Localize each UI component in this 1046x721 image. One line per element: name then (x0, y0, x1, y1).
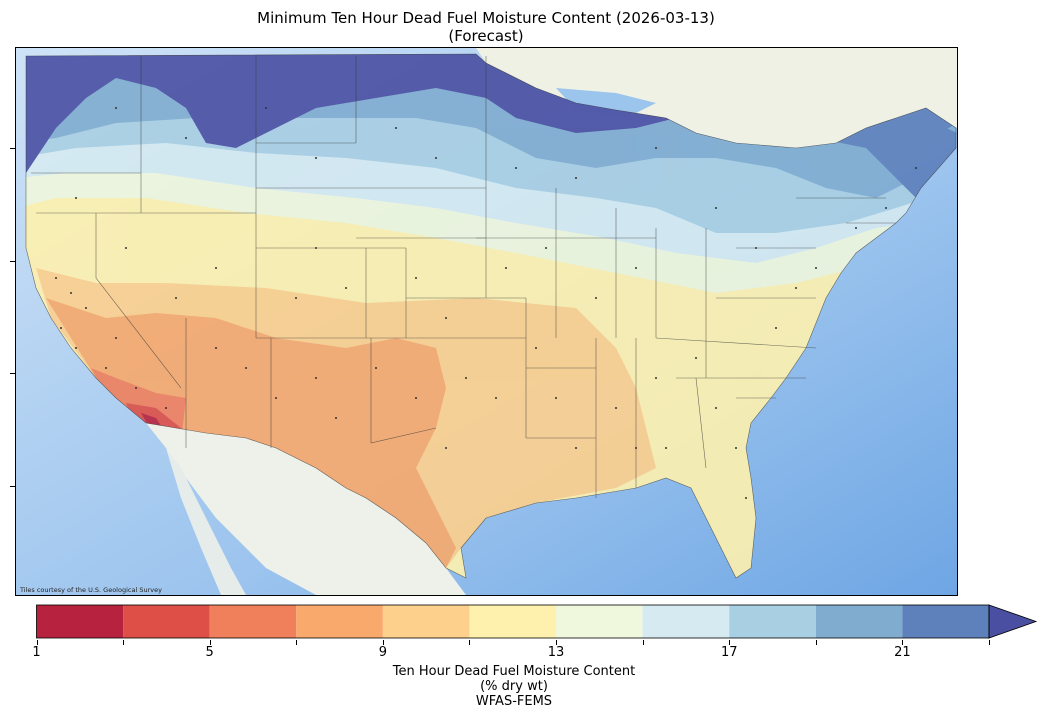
colorbar-bin (209, 605, 297, 638)
colorbar-tick-label: 9 (378, 645, 387, 660)
title-line-1: Minimum Ten Hour Dead Fuel Moisture Cont… (257, 9, 715, 27)
map-panel[interactable]: Tiles courtesy of the U.S. Geological Su… (15, 47, 958, 596)
colorbar-tick (296, 640, 298, 645)
baja-california (166, 448, 246, 595)
colorbar-tick (123, 640, 125, 645)
colorbar-tick (815, 640, 817, 645)
colorbar-tick (36, 640, 38, 645)
colorbar-tick-label: 1 (32, 645, 41, 660)
colorbar-tick (382, 640, 384, 645)
colorbar-bin (382, 605, 470, 638)
colorbar-bin (815, 605, 903, 638)
fuel-moisture-map: Tiles courtesy of the U.S. Geological Su… (16, 48, 957, 595)
y-axis-tick (10, 261, 15, 262)
colorbar-bin (36, 605, 124, 638)
colorbar (36, 604, 1038, 639)
colorbar-bin (642, 605, 730, 638)
chart-title: Minimum Ten Hour Dead Fuel Moisture Cont… (0, 9, 972, 45)
station-markers (55, 107, 917, 499)
y-axis-tick (10, 486, 15, 487)
mexico-land (146, 423, 466, 595)
colorbar-bin (469, 605, 557, 638)
colorbar-tick (729, 640, 731, 645)
colorbar-tick (469, 640, 471, 645)
y-axis-tick (10, 373, 15, 374)
colorbar-tick-label: 5 (205, 645, 214, 660)
colorbar-bin (729, 605, 816, 638)
state-borders (25, 53, 957, 579)
tile-attribution: Tiles courtesy of the U.S. Geological Su… (19, 586, 162, 594)
colorbar-label-line-1: Ten Hour Dead Fuel Moisture Content (392, 664, 636, 679)
canada-land (476, 48, 957, 148)
colorbar-tick (556, 640, 558, 645)
colorbar-tick (642, 640, 644, 645)
colorbar-outline (36, 604, 990, 639)
colorbar-extend-arrow (988, 604, 1038, 639)
colorbar-bins (36, 605, 989, 638)
colorbar-tick-label: 17 (720, 645, 738, 660)
y-axis-tick (10, 148, 15, 149)
colorbar-tick-label: 13 (547, 645, 565, 660)
colorbar-label: Ten Hour Dead Fuel Moisture Content (% d… (0, 664, 1028, 709)
title-line-2: (Forecast) (448, 27, 524, 45)
colorbar-bin (123, 605, 210, 638)
colorbar-label-line-3: WFAS-FEMS (475, 694, 553, 709)
colorbar-bin (902, 605, 989, 638)
colorbar-tick (902, 640, 904, 645)
colorbar-label-line-2: (% dry wt) (480, 679, 548, 694)
colorbar-tick (989, 640, 990, 645)
colorbar-tick-label: 21 (894, 645, 911, 660)
colorbar-tick (209, 640, 211, 645)
colorbar-bin (556, 605, 643, 638)
colorbar-bin (296, 605, 383, 638)
